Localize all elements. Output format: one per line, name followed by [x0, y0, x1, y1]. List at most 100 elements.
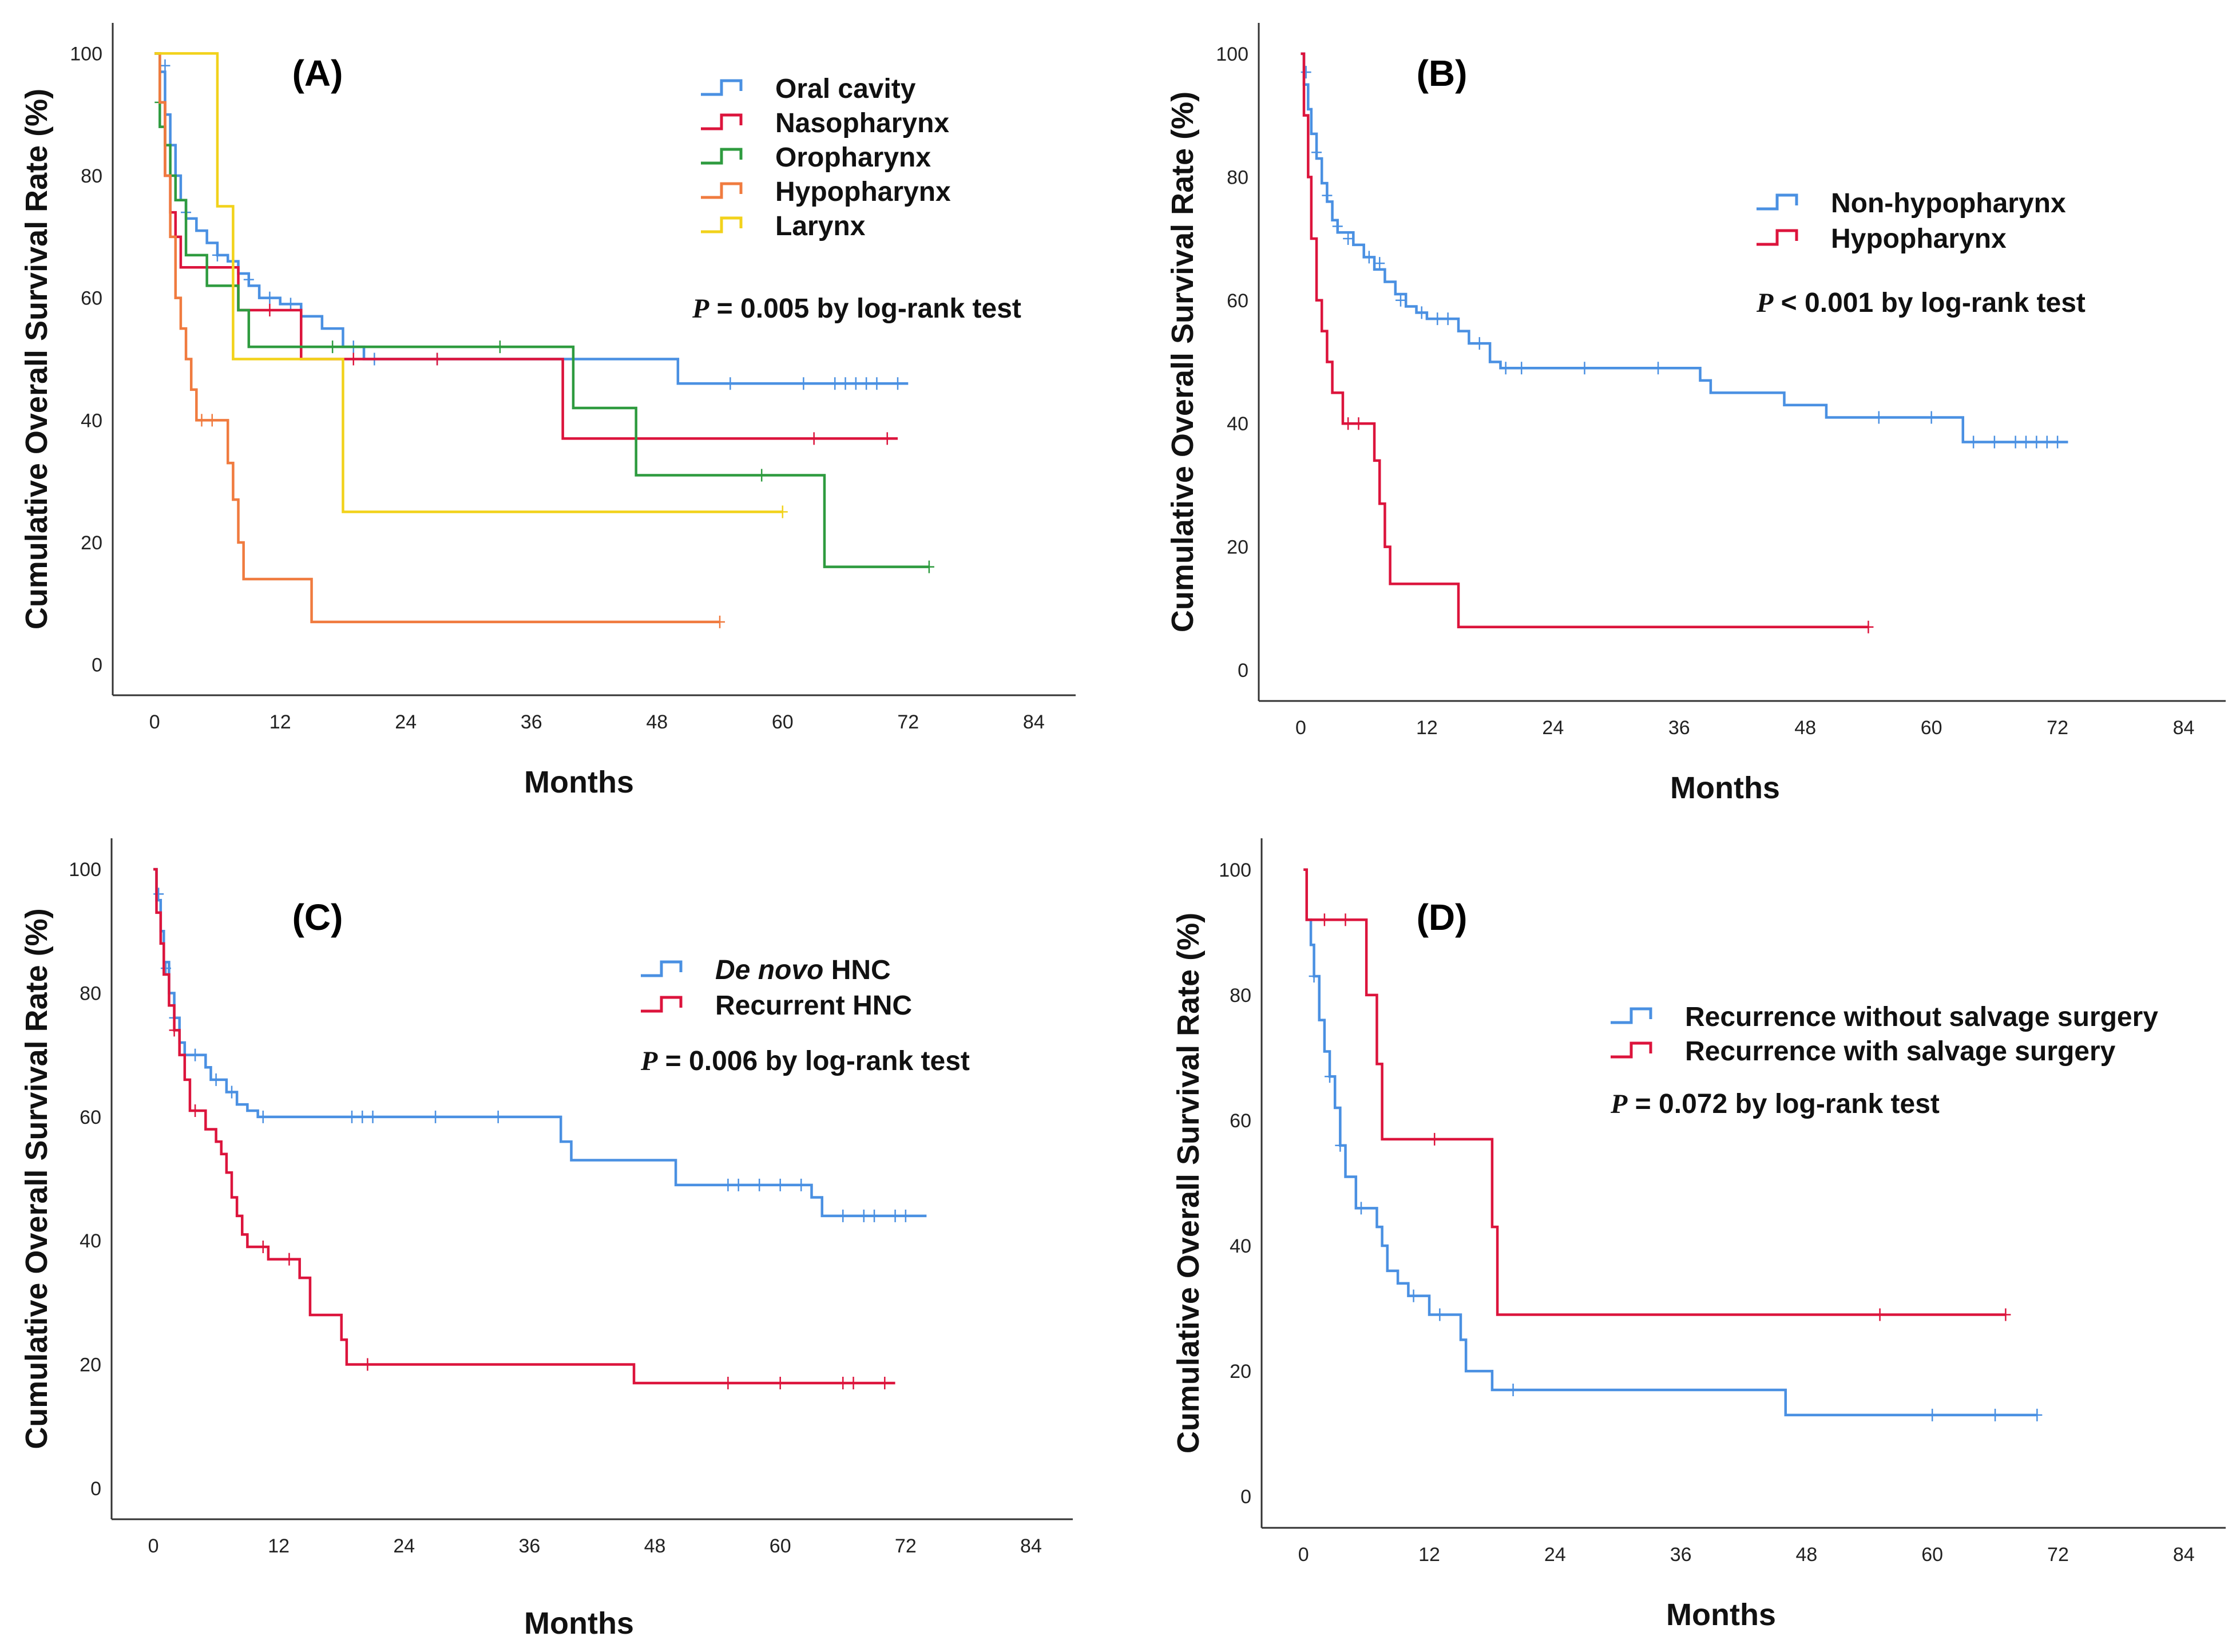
x-tick-label: 24 [393, 1535, 415, 1557]
y-tick-label: 20 [80, 1354, 101, 1376]
x-tick-label: 24 [1542, 717, 1564, 739]
series-line [1303, 868, 2037, 1417]
x-tick-label: 0 [1295, 717, 1306, 739]
y-tick-label: 0 [1238, 660, 1248, 682]
censor-mark [1353, 417, 1364, 430]
y-axis-title: Cumulative Overall Survival Rate (%) [19, 89, 54, 629]
censor-mark [1926, 411, 1937, 424]
x-tick-label: 0 [148, 1535, 159, 1557]
legend-label: Non-hypopharynx [1831, 188, 2066, 219]
x-tick-label: 0 [1298, 1544, 1309, 1566]
censor-mark [2032, 1408, 2043, 1421]
legend-label: Larynx [775, 211, 866, 241]
censor-mark [879, 1377, 890, 1389]
censor-mark [169, 1024, 180, 1037]
y-tick-label: 60 [1227, 290, 1248, 312]
censor-mark [1500, 362, 1511, 375]
series-line [153, 867, 927, 1218]
censor-mark [1990, 1408, 2001, 1421]
y-tick-label: 0 [90, 1478, 101, 1500]
censor-mark [756, 469, 767, 482]
y-axis-title: Cumulative Overall Survival Rate (%) [19, 908, 54, 1449]
censor-mark [796, 1178, 807, 1191]
panel-b: 0 12 24 36 48 60 72 84 0 20 40 60 80 100 Cumulative Ov… [1165, 23, 2226, 805]
censor-mark [871, 377, 882, 390]
x-tick-label: 0 [149, 711, 160, 733]
censor-mark [348, 352, 359, 366]
x-tick-label: 12 [268, 1535, 290, 1557]
censor-mark [2020, 435, 2031, 449]
legend-label: Recurrence with salvage surgery [1685, 1036, 2116, 1067]
p-value-annotation: P < 0.001 by log-rank test [1756, 288, 2086, 318]
censor-mark [196, 414, 207, 427]
panel-label: (B) [1417, 53, 1468, 94]
censor-mark [285, 298, 296, 311]
x-axis-title: Months [1670, 771, 1780, 805]
censor-mark [1508, 1384, 1519, 1396]
x-tick-label: 36 [521, 711, 542, 733]
censor-mark [754, 1178, 765, 1191]
censor-mark [840, 377, 851, 390]
y-tick-label: 40 [1230, 1235, 1251, 1257]
censor-mark [327, 340, 338, 354]
censor-mark [1874, 1308, 1885, 1321]
x-tick-label: 36 [1670, 1544, 1692, 1566]
y-tick-label: 60 [80, 1107, 101, 1128]
x-tick-label: 84 [1023, 711, 1045, 733]
y-tick-label: 100 [1219, 859, 1251, 881]
series-line [154, 52, 720, 624]
censor-mark [2010, 435, 2021, 449]
censor-mark [850, 377, 861, 390]
legend-swatch [641, 960, 683, 977]
censor-mark [493, 1110, 503, 1123]
censor-mark [211, 1073, 221, 1086]
x-tick-label: 84 [2173, 717, 2195, 739]
censor-mark [1322, 189, 1333, 202]
panel-label: (A) [292, 53, 343, 94]
y-tick-label: 0 [92, 655, 102, 676]
p-value-annotation: P = 0.005 by log-rank test [692, 294, 1021, 324]
censor-mark [869, 1209, 880, 1222]
panel-label: (C) [292, 897, 343, 938]
y-tick-label: 0 [1240, 1486, 1251, 1508]
censor-mark [227, 1086, 237, 1099]
series-line [1303, 868, 2006, 1316]
censor-mark [848, 1377, 859, 1389]
censor-mark [1408, 1289, 1419, 1302]
censor-mark [1989, 435, 2000, 449]
y-axis-title: Cumulative Overall Survival Rate (%) [1171, 913, 1206, 1453]
censor-mark [858, 1209, 869, 1222]
censor-mark [733, 1178, 744, 1191]
censor-mark [1429, 1132, 1440, 1146]
censor-mark [1395, 294, 1406, 307]
censor-mark [893, 377, 903, 390]
legend-label: Recurrent HNC [715, 991, 912, 1021]
y-tick-label: 40 [80, 1230, 101, 1252]
legend-label: De novo HNC [715, 955, 891, 985]
censor-mark [1343, 232, 1354, 245]
y-tick-label: 100 [69, 859, 101, 881]
x-tick-label: 48 [646, 711, 668, 733]
censor-mark [838, 1209, 849, 1222]
censor-mark [775, 1377, 786, 1389]
censor-mark [1474, 337, 1485, 350]
censor-mark [1416, 306, 1427, 319]
y-tick-label: 80 [1227, 167, 1248, 188]
censor-mark [367, 1110, 378, 1123]
x-tick-label: 60 [770, 1535, 791, 1557]
x-tick-label: 24 [395, 711, 417, 733]
x-tick-label: 72 [2047, 717, 2068, 739]
x-tick-label: 48 [1795, 1544, 1817, 1566]
x-tick-label: 48 [1794, 717, 1816, 739]
y-tick-label: 20 [81, 532, 102, 554]
legend-swatch [1611, 1007, 1652, 1024]
censor-mark [798, 377, 809, 390]
censor-mark [830, 377, 841, 390]
p-value-annotation: P = 0.006 by log-rank test [640, 1046, 970, 1076]
censor-mark [1863, 620, 1874, 633]
x-tick-label: 84 [1020, 1535, 1042, 1557]
censor-mark [264, 291, 275, 304]
x-tick-label: 60 [772, 711, 794, 733]
y-axis-title: Cumulative Overall Survival Rate (%) [1165, 92, 1200, 632]
x-tick-label: 72 [2047, 1544, 2069, 1566]
